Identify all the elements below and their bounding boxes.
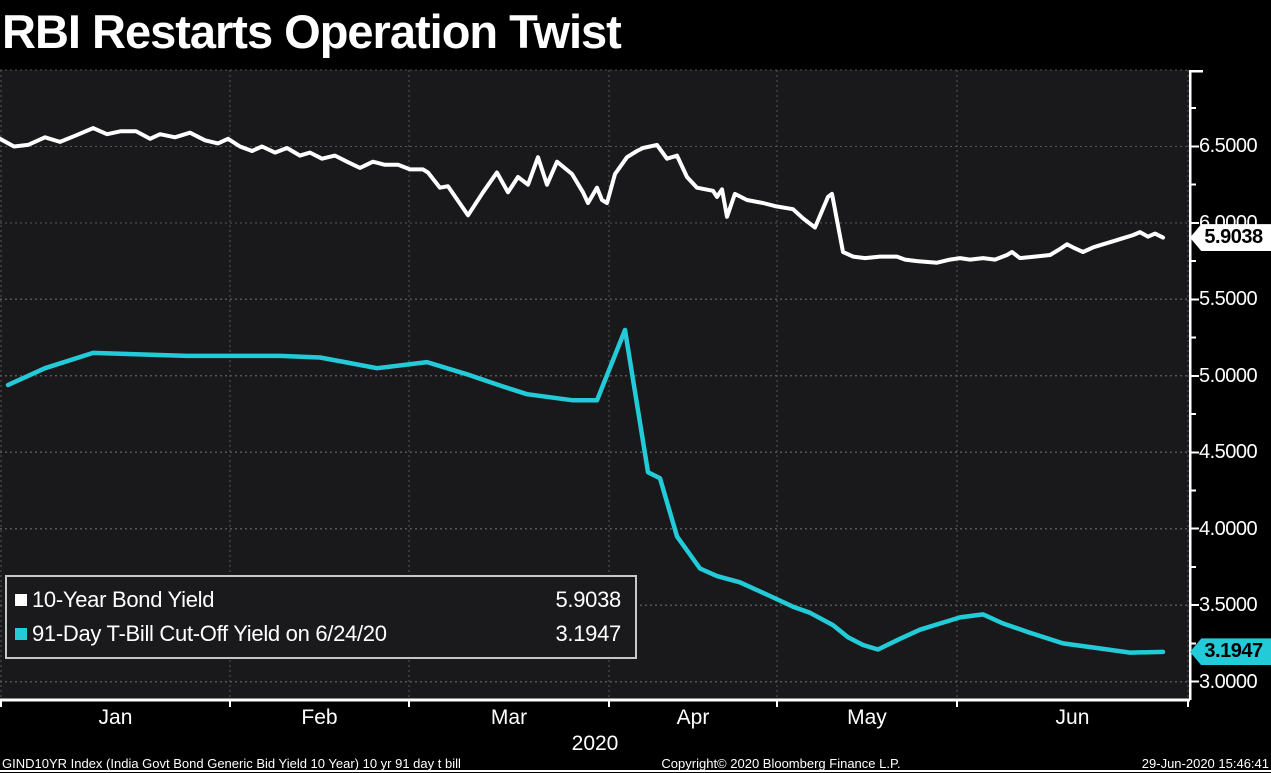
footer-bar: GIND10YR Index (India Govt Bond Generic … — [0, 755, 1271, 771]
chart-title: RBI Restarts Operation Twist — [2, 5, 622, 58]
x-axis-month-label-jun: Jun — [1055, 706, 1090, 729]
y-axis-tick-label: 4.0000 — [1199, 517, 1258, 540]
footer-ticker-description: GIND10YR Index (India Govt Bond Generic … — [2, 756, 461, 771]
x-axis-month-label-feb: Feb — [301, 706, 338, 729]
y-axis-tick-label: 3.0000 — [1199, 670, 1258, 693]
x-axis-month-label-jan: Jan — [98, 706, 133, 729]
y-axis-tick-label: 5.0000 — [1199, 364, 1258, 387]
legend-label: 10-Year Bond Yield — [32, 587, 215, 612]
legend-row-91-day-tbill: 91-Day T-Bill Cut-Off Yield on 6/24/20 3… — [15, 618, 621, 650]
y-axis-tick-label: 3.5000 — [1199, 594, 1258, 617]
x-axis-month-label-apr: Apr — [676, 706, 710, 729]
y-axis-tick-label: 5.5000 — [1199, 288, 1258, 311]
legend-label: 91-Day T-Bill Cut-Off Yield on 6/24/20 — [32, 621, 387, 646]
legend-value: 5.9038 — [555, 587, 622, 612]
legend-row-10-year-bond-yield: 10-Year Bond Yield 5.9038 — [15, 584, 621, 616]
x-axis-month-label-may: May — [847, 706, 887, 729]
x-axis-month-label-mar: Mar — [490, 706, 528, 729]
footer-timestamp: 29-Jun-2020 15:46:41 — [1141, 756, 1269, 771]
bottom-border-line — [0, 770, 1271, 772]
legend: 10-Year Bond Yield 5.9038 91-Day T-Bill … — [5, 575, 637, 659]
legend-marker-10-year-icon — [15, 594, 27, 606]
last-price-tag-3-1947: 3.1947 — [1190, 638, 1271, 666]
legend-value: 3.1947 — [555, 621, 622, 646]
series-line-91-day-t-bill-cut-off-yield-on-6-24-20 — [5, 327, 1166, 655]
y-axis-tick-label: 4.5000 — [1199, 441, 1258, 464]
last-price-tag-5-9038: 5.9038 — [1190, 224, 1271, 252]
x-axis-year-label: 2020 — [571, 732, 619, 755]
y-axis-tick-label: 6.5000 — [1199, 135, 1258, 158]
legend-marker-tbill-icon — [15, 628, 27, 640]
series-line-10-year-bond-yield — [0, 126, 1165, 265]
footer-copyright: Copyright© 2020 Bloomberg Finance L.P. — [661, 756, 901, 771]
